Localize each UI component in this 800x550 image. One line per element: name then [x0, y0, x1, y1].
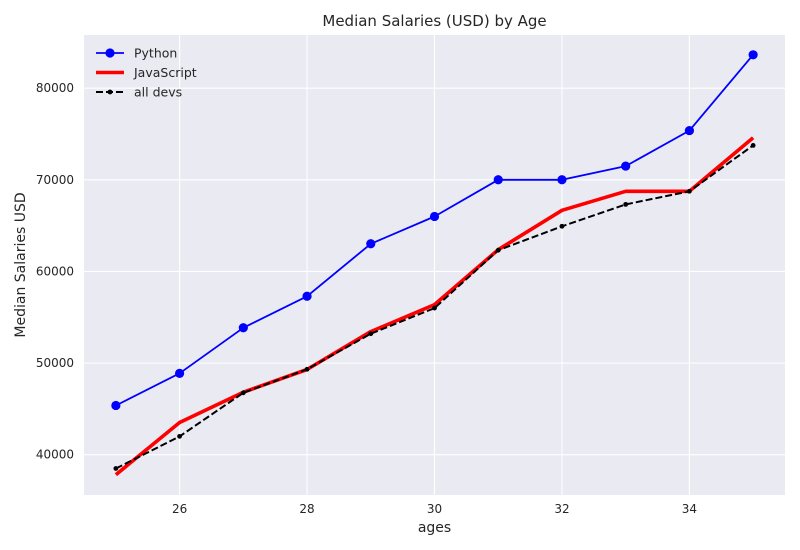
data-point — [111, 400, 121, 411]
x-tick-label: 30 — [427, 502, 442, 516]
legend-label: JavaScript — [133, 65, 197, 80]
series-layer — [111, 50, 758, 477]
data-point — [302, 291, 312, 301]
data-point — [240, 390, 246, 396]
y-axis-label: Median Salaries USD — [13, 192, 29, 337]
data-point — [113, 466, 119, 471]
y-tick-label: 80000 — [36, 81, 74, 95]
legend-item: Python — [96, 46, 177, 61]
legend-marker — [105, 48, 115, 58]
series-line — [115, 144, 754, 470]
data-point — [750, 143, 756, 148]
data-point — [429, 211, 440, 222]
data-point — [238, 323, 248, 333]
data-point — [177, 433, 182, 439]
data-point — [368, 331, 374, 337]
series-all-devs — [113, 143, 756, 471]
legend-item: all devs — [96, 85, 182, 100]
data-point — [621, 161, 631, 171]
y-tick-label: 60000 — [36, 264, 74, 278]
legend-marker — [107, 89, 113, 95]
x-axis-label: ages — [418, 520, 451, 536]
series-line — [114, 136, 755, 477]
data-point — [559, 223, 565, 229]
data-point — [748, 50, 758, 60]
y-tick-label: 50000 — [36, 356, 74, 370]
legend-label: Python — [134, 46, 177, 61]
y-tick-label: 70000 — [36, 173, 74, 187]
series-javascript — [114, 136, 755, 477]
legend: Python JavaScript all devs — [96, 46, 197, 100]
data-point — [493, 175, 503, 185]
data-point — [432, 305, 437, 311]
y-tick-label: 40000 — [36, 448, 74, 462]
tick-labels: 26 28 30 32 34 40000 50000 60000 70000 80000 — [36, 81, 697, 516]
x-tick-label: 34 — [682, 502, 697, 516]
data-point — [174, 368, 185, 378]
data-point — [557, 175, 567, 185]
data-point — [623, 201, 629, 207]
chart-title: Median Salaries (USD) by Age — [322, 12, 546, 30]
gridlines — [84, 35, 785, 495]
x-tick-label: 26 — [172, 502, 187, 516]
data-point — [687, 188, 692, 194]
legend-item: JavaScript — [96, 65, 197, 80]
data-point — [495, 247, 501, 253]
x-tick-label: 28 — [299, 502, 314, 516]
data-point — [366, 239, 376, 249]
x-tick-label: 32 — [554, 502, 569, 516]
data-point — [304, 366, 310, 372]
data-point — [684, 125, 695, 136]
series-python — [111, 50, 758, 411]
legend-label: all devs — [134, 85, 182, 100]
